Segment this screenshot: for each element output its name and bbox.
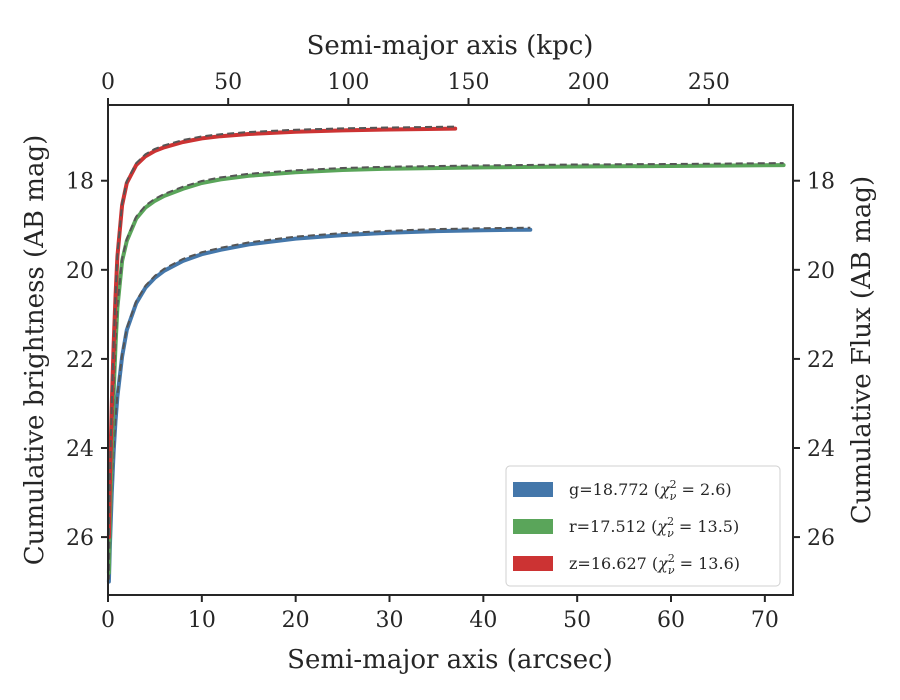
legend-swatch	[513, 556, 553, 571]
y-tick-label: 22	[66, 348, 94, 373]
series-line-z	[106, 126, 458, 540]
top-x-axis-title: Semi-major axis (kpc)	[307, 31, 594, 61]
legend-swatch	[513, 519, 553, 534]
x-tick-label: 40	[469, 608, 497, 633]
legend-box	[505, 465, 781, 587]
x-tick-label: 70	[751, 608, 779, 633]
series-line-g	[106, 227, 533, 584]
x-tick-label: 60	[657, 608, 685, 633]
x-axis-title: Semi-major axis (arcsec)	[287, 645, 613, 675]
top-x-tick-label: 150	[448, 70, 490, 95]
y-axis-title: Cumulative brightness (AB mag)	[20, 135, 50, 566]
x-tick-label: 30	[376, 608, 404, 633]
x-tick-label: 0	[101, 608, 115, 633]
x-tick-label: 10	[188, 608, 216, 633]
legend: g=18.772 (χ2 ν = 2.6) r=17.512 (χ2 ν = 13.5…	[505, 465, 781, 587]
right-y-tick-label: 24	[807, 437, 835, 462]
y-tick-label: 26	[66, 526, 94, 551]
right-y-tick-label: 22	[807, 348, 835, 373]
right-y-tick-label: 18	[807, 170, 835, 195]
top-x-tick-label: 50	[214, 70, 242, 95]
plot-area	[106, 125, 786, 584]
legend-label: r=17.512 (χ2 ν = 13.5)	[569, 515, 739, 540]
right-y-axis-title: Cumulative Flux (AB mag)	[847, 176, 877, 524]
model-line-g	[107, 226, 531, 580]
axis-ticks: 0 10 20 30 40 50 60 70 0 50 100 150 200 250 18 18 20 20 22…	[66, 70, 835, 633]
right-y-tick-label: 26	[807, 526, 835, 551]
top-x-tick-label: 250	[688, 70, 730, 95]
legend-swatch	[513, 482, 553, 497]
y-tick-label: 18	[66, 170, 94, 195]
legend-label: z=16.627 (χ2 ν = 13.6)	[569, 552, 740, 577]
legend-label: g=18.772 (χ2 ν = 2.6)	[569, 478, 732, 503]
x-tick-label: 20	[282, 608, 310, 633]
x-tick-label: 50	[563, 608, 591, 633]
right-y-tick-label: 20	[807, 259, 835, 284]
y-tick-label: 20	[66, 259, 94, 284]
y-tick-label: 24	[66, 437, 94, 462]
model-line-z	[107, 125, 456, 536]
plot-frame	[107, 104, 794, 596]
top-x-tick-label: 100	[327, 70, 369, 95]
top-x-tick-label: 0	[101, 70, 115, 95]
top-x-tick-label: 200	[568, 70, 610, 95]
